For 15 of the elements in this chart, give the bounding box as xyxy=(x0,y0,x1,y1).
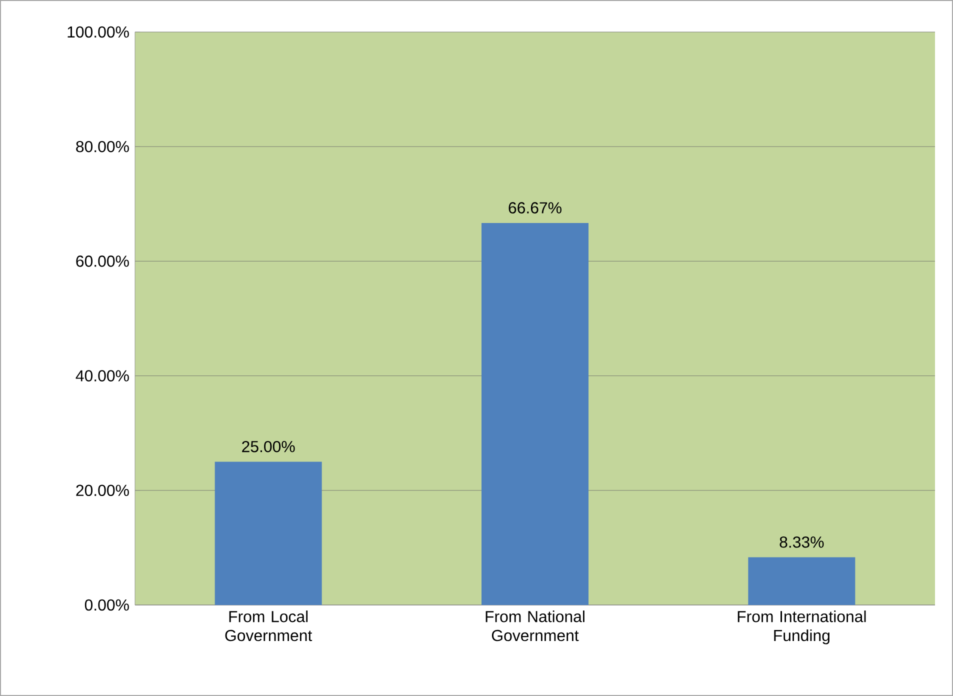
bar xyxy=(214,462,322,605)
bar xyxy=(482,222,589,605)
data-label: 66.67% xyxy=(508,202,562,214)
y-tick-label: 80.00% xyxy=(76,140,129,152)
data-label: 8.33% xyxy=(780,536,824,548)
x-tick-label: From International Funding xyxy=(738,610,866,644)
y-tick-label: 40.00% xyxy=(76,370,129,382)
x-tick-label: From Local Government xyxy=(225,610,312,642)
x-tick-label: From National Government xyxy=(486,610,584,642)
y-tick-label: 100.00% xyxy=(68,26,129,38)
y-tick-label: 0.00% xyxy=(84,599,129,611)
y-tick-label: 20.00% xyxy=(76,484,129,496)
bar xyxy=(748,557,856,605)
data-label: 25.00% xyxy=(242,440,295,452)
y-tick-label: 60.00% xyxy=(76,256,129,267)
